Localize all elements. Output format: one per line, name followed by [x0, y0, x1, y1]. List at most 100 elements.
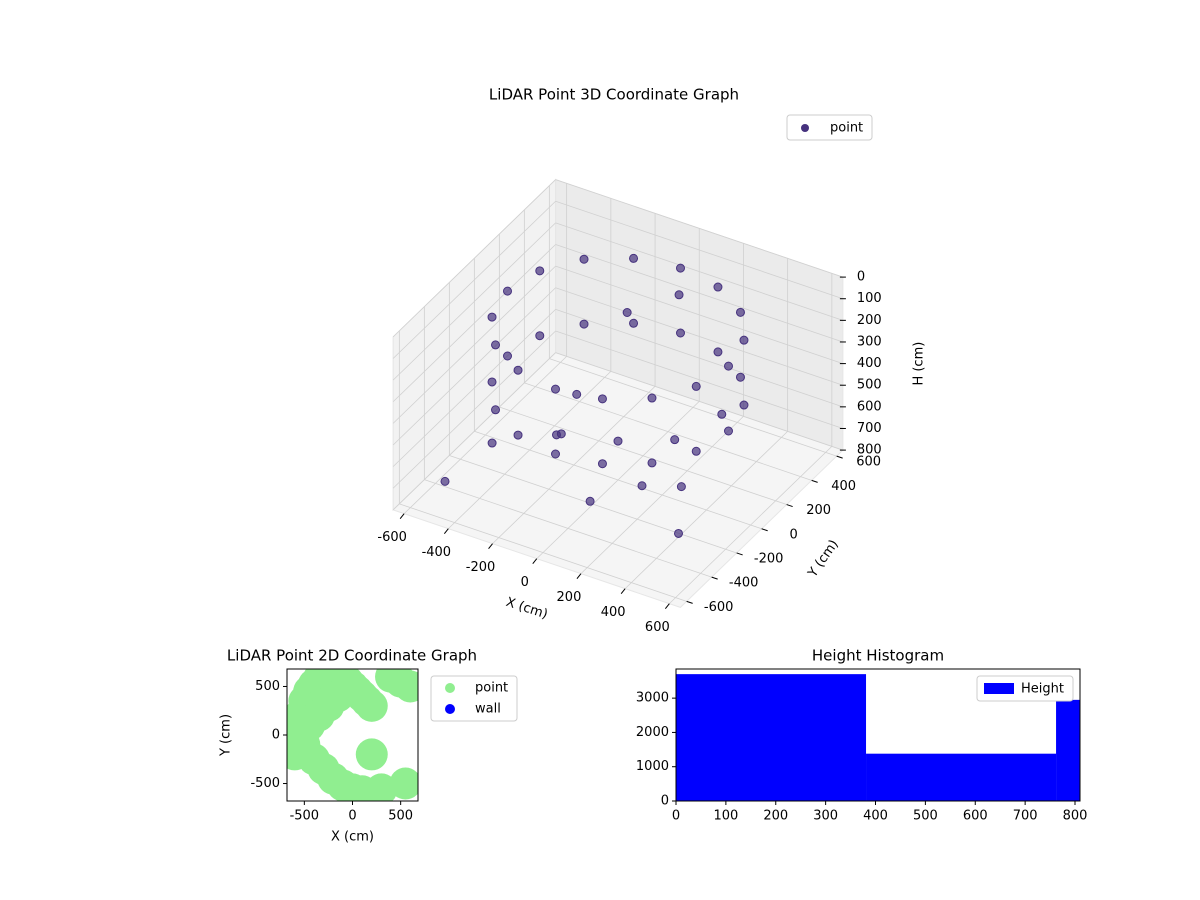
- point: [487, 312, 497, 322]
- point: [579, 254, 589, 264]
- y-tick-label: 2000: [636, 725, 669, 740]
- x-tick-label: -200: [466, 560, 496, 575]
- grid-line: [392, 265, 556, 424]
- bar: [676, 674, 867, 801]
- legend-label: point: [475, 681, 508, 696]
- grid-line: [392, 244, 556, 403]
- y-tick-label: -600: [704, 600, 734, 615]
- x-tick-label: 800: [1063, 809, 1088, 824]
- point: [647, 458, 657, 468]
- point: [440, 476, 450, 486]
- y-tick-label: 1000: [636, 759, 669, 774]
- tick-mark: [711, 576, 718, 580]
- tick-mark: [399, 513, 405, 519]
- x-tick-label: 100: [713, 809, 738, 824]
- point: [676, 263, 685, 273]
- point: [535, 266, 545, 276]
- point: [579, 319, 589, 329]
- grid-line: [424, 479, 712, 578]
- bar: [1056, 699, 1080, 801]
- tick-mark: [620, 588, 626, 594]
- grid-line: [555, 244, 844, 343]
- point: [503, 351, 512, 361]
- y-tick-label: 600: [856, 455, 881, 470]
- point: [597, 459, 607, 469]
- point: [535, 331, 545, 341]
- chart-title: LiDAR Point 3D Coordinate Graph: [489, 86, 739, 104]
- bar: [866, 753, 1057, 801]
- tick-mark: [488, 543, 493, 549]
- y-axis-label: Y (cm): [219, 714, 234, 757]
- point: [622, 308, 632, 317]
- z-tick-label: 300: [857, 334, 882, 349]
- point: [691, 446, 701, 456]
- grid-line: [524, 382, 812, 481]
- grid-line: [392, 309, 556, 467]
- tick-mark: [786, 504, 793, 508]
- grid-line: [499, 406, 787, 505]
- x-axis-label: X (cm): [331, 830, 374, 845]
- point: [629, 318, 639, 328]
- x-tick-label: 700: [1013, 809, 1038, 824]
- tick-mark: [811, 479, 818, 483]
- x-tick-label: 400: [863, 809, 888, 824]
- y-tick-label: 400: [831, 479, 856, 494]
- grid-line: [392, 200, 556, 359]
- point: [691, 381, 701, 391]
- point: [629, 253, 639, 263]
- point: [713, 347, 723, 357]
- tick-mark: [576, 573, 582, 579]
- tick-mark: [736, 552, 743, 556]
- legend-box: [430, 675, 518, 722]
- y-tick-label: 0: [661, 794, 669, 809]
- point: [513, 365, 523, 375]
- point: [676, 328, 685, 338]
- x-tick-label: 500: [913, 809, 938, 824]
- z-tick-label: 800: [857, 443, 882, 458]
- point: [713, 282, 723, 292]
- grid-line: [555, 265, 844, 364]
- point: [287, 704, 316, 737]
- point: [394, 670, 418, 703]
- point: [724, 361, 733, 371]
- y-tick-label: 0: [272, 728, 280, 743]
- grid-line: [474, 430, 762, 530]
- y-tick-label: 200: [806, 503, 831, 518]
- point: [551, 449, 560, 459]
- grid-line: [392, 222, 556, 381]
- grid-line: [555, 200, 844, 300]
- y-tick-label: -200: [754, 551, 784, 566]
- point: [674, 528, 683, 538]
- y-tick-label: 0: [790, 527, 798, 542]
- grid-line: [555, 352, 844, 451]
- z-tick-label: 200: [857, 313, 882, 328]
- y-tick-label: -400: [729, 576, 759, 591]
- point: [613, 436, 623, 446]
- grid-line: [392, 330, 556, 489]
- grid-line: [549, 358, 837, 457]
- tick-mark: [836, 455, 843, 459]
- grid-line: [555, 287, 844, 386]
- y-tick-label: 3000: [636, 691, 669, 706]
- point: [739, 335, 749, 345]
- x-tick-label: 400: [601, 605, 626, 620]
- tick-mark: [532, 558, 538, 564]
- grid-line: [392, 287, 556, 446]
- point: [585, 496, 595, 506]
- point: [724, 426, 733, 436]
- grid-line: [392, 352, 556, 511]
- grid-line: [392, 179, 556, 338]
- grid-line: [555, 330, 844, 429]
- legend-label: wall: [475, 702, 501, 717]
- plot-frame: [675, 668, 1081, 802]
- point: [637, 481, 647, 491]
- legend-marker: [445, 704, 455, 714]
- point: [491, 340, 501, 350]
- chart-title: LiDAR Point 2D Coordinate Graph: [227, 647, 477, 665]
- x-tick-label: 600: [645, 620, 670, 635]
- x-tick-label: 0: [521, 575, 529, 590]
- point: [513, 430, 523, 440]
- z-tick-label: 0: [857, 270, 865, 285]
- point: [355, 689, 388, 722]
